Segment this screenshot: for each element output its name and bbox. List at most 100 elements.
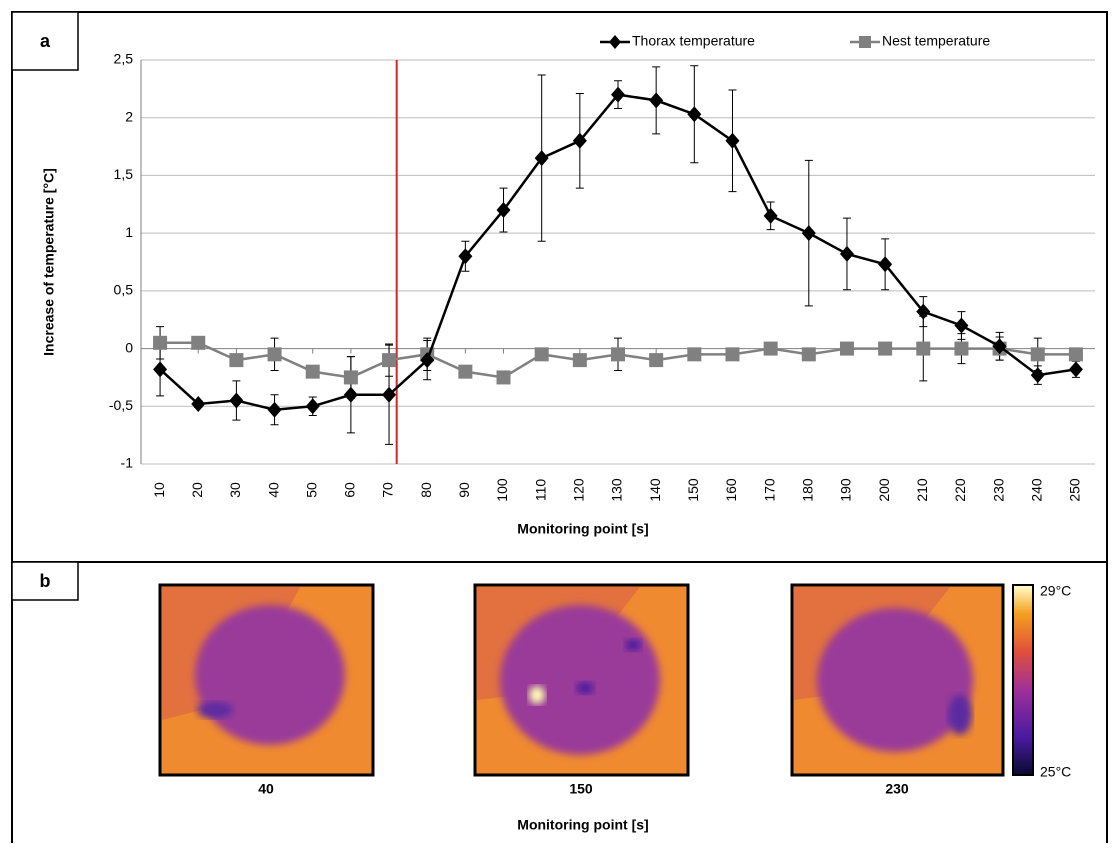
x-tick-label: 170: [761, 478, 777, 502]
point: [763, 207, 778, 224]
x-tick-label: 200: [876, 478, 892, 502]
y-tick-label: -0,5: [109, 397, 133, 413]
x-tick-label: 90: [456, 482, 472, 498]
panel-label-box: [11, 561, 79, 601]
y-tick-label: 1,5: [114, 166, 134, 182]
point: [763, 341, 778, 356]
point: [191, 335, 206, 350]
x-tick-label: 220: [952, 478, 968, 502]
thermal-image: [158, 583, 375, 777]
panel-label: b: [40, 571, 51, 591]
point: [916, 341, 931, 356]
point: [534, 347, 549, 362]
legend-marker: [859, 36, 871, 48]
point: [725, 132, 740, 149]
x-tick-label: 140: [647, 478, 663, 502]
x-tick-label: 160: [723, 478, 739, 502]
point: [572, 353, 587, 368]
x-tick-label: 100: [494, 478, 510, 502]
x-tick-label: 80: [418, 482, 434, 498]
point: [153, 335, 168, 350]
x-tick-label: 150: [685, 478, 701, 502]
x-tick-label: 180: [800, 478, 816, 502]
y-tick-label: 0,5: [114, 282, 134, 298]
point: [343, 370, 358, 385]
y-tick-label: 2,5: [114, 51, 134, 67]
y-tick-label: 0: [125, 339, 133, 355]
point: [305, 364, 320, 379]
point: [267, 347, 282, 362]
y-tick-label: 1: [125, 224, 133, 240]
color-scale: [1012, 584, 1034, 776]
x-tick-label: 120: [571, 478, 587, 502]
point: [649, 353, 664, 368]
x-tick-label: 210: [914, 478, 930, 502]
panel-label-box: [11, 11, 79, 71]
point: [382, 353, 397, 368]
x-tick-label: 70: [380, 482, 396, 498]
point: [954, 317, 969, 334]
point: [916, 303, 931, 320]
point: [839, 245, 854, 262]
legend-label: Thorax temperature: [632, 33, 755, 49]
point: [1068, 347, 1083, 362]
scale-min-label: 25°C: [1040, 764, 1071, 780]
point: [572, 132, 587, 149]
thermal-image: [473, 583, 690, 777]
x-tick-label: 50: [303, 482, 319, 498]
point: [1030, 347, 1045, 362]
point: [229, 353, 244, 368]
panel-a-frame: [11, 11, 1108, 563]
point: [458, 248, 473, 265]
point: [839, 341, 854, 356]
x-tick-label: 190: [838, 478, 854, 502]
x-tick-label: 110: [532, 479, 548, 502]
scale-max-label: 29°C: [1040, 583, 1071, 599]
legend-label: Nest temperature: [882, 33, 990, 49]
point: [687, 106, 702, 123]
point: [153, 361, 168, 378]
legend-marker: [609, 35, 621, 49]
point: [878, 341, 893, 356]
image-label: 40: [258, 781, 274, 797]
point: [649, 92, 664, 109]
point: [534, 150, 549, 167]
figure-b-x-title: Monitoring point [s]: [517, 817, 648, 833]
image-label: 230: [885, 781, 909, 797]
point: [878, 256, 893, 273]
x-tick-label: 250: [1067, 478, 1083, 502]
point: [725, 347, 740, 362]
point: [382, 386, 397, 403]
panel-b-frame: [11, 561, 1108, 848]
point: [496, 202, 511, 219]
point: [420, 352, 435, 369]
point: [1030, 367, 1045, 384]
point: [992, 338, 1007, 355]
x-tick-label: 40: [265, 482, 281, 498]
x-tick-label: 10: [151, 482, 167, 498]
point: [229, 392, 244, 409]
x-tick-label: 30: [227, 482, 243, 498]
point: [611, 347, 625, 362]
point: [1068, 361, 1083, 378]
thermal-image: [790, 583, 1005, 777]
point: [267, 401, 282, 418]
point: [611, 86, 625, 103]
point: [343, 386, 358, 403]
x-tick-label: 230: [990, 478, 1006, 502]
y-axis-title: Increase of temperature [°C]: [41, 168, 57, 356]
point: [191, 395, 206, 412]
point: [687, 347, 702, 362]
point: [801, 347, 816, 362]
y-tick-label: 2: [125, 108, 133, 124]
x-tick-label: 20: [189, 482, 205, 498]
x-tick-label: 60: [342, 482, 358, 498]
x-tick-label: 130: [609, 478, 625, 502]
panel-label: a: [40, 31, 51, 51]
point: [496, 370, 511, 385]
x-axis-title: Monitoring point [s]: [517, 521, 648, 537]
point: [801, 225, 816, 242]
y-tick-label: -1: [121, 455, 134, 471]
x-tick-label: 240: [1028, 478, 1044, 502]
